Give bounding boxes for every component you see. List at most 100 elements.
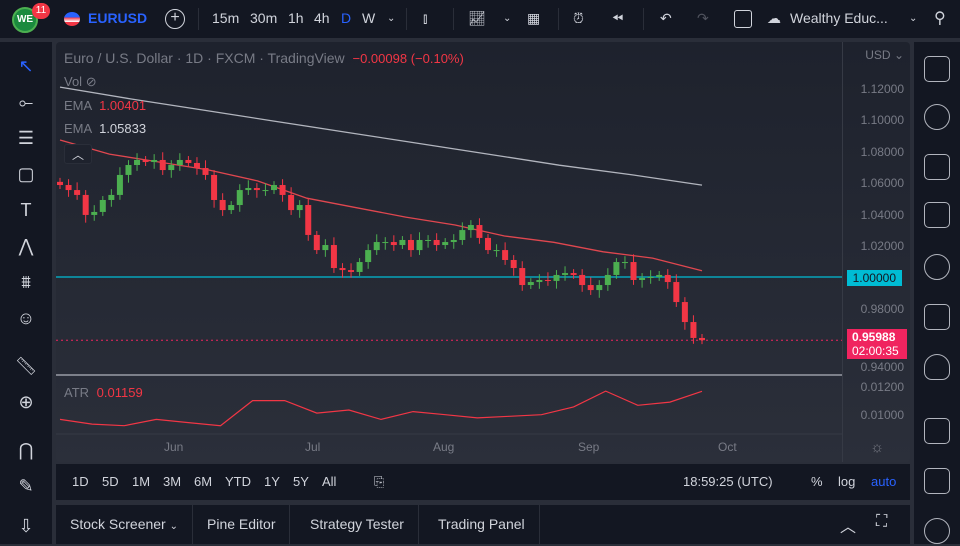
trend-line-icon[interactable]: ⟜ — [18, 92, 34, 112]
candle-body[interactable] — [450, 239, 457, 243]
shapes-icon[interactable]: ▢ — [17, 164, 35, 184]
candle-body[interactable] — [142, 159, 149, 163]
candle-body[interactable] — [288, 194, 295, 211]
candle-body[interactable] — [433, 239, 440, 246]
candle-body[interactable] — [647, 277, 654, 278]
ema-fast-line[interactable] — [59, 139, 703, 272]
candle-body[interactable] — [74, 190, 81, 195]
candle-body[interactable] — [219, 199, 226, 211]
candle-body[interactable] — [193, 162, 200, 169]
candle-body[interactable] — [65, 185, 72, 191]
interval-30m[interactable]: 30m — [250, 10, 278, 26]
range-5y[interactable]: 5Y — [293, 474, 309, 489]
replay-icon[interactable]: ⏪︎ — [612, 10, 624, 26]
candle-body[interactable] — [476, 225, 483, 238]
layouts-icon[interactable]: ▦ — [527, 10, 541, 26]
percent-toggle[interactable]: % — [811, 474, 823, 489]
candle-body[interactable] — [502, 250, 509, 260]
candle-body[interactable] — [151, 159, 158, 163]
candle-body[interactable] — [99, 199, 106, 212]
candle-body[interactable] — [604, 274, 611, 286]
hide-drawings-icon[interactable]: ⇩ — [18, 516, 34, 536]
candle-body[interactable] — [416, 239, 423, 251]
pattern-icon[interactable]: ⋀ — [18, 236, 34, 256]
candle-body[interactable] — [467, 225, 474, 231]
candle-body[interactable] — [621, 262, 628, 264]
ema-slow-line[interactable] — [59, 86, 703, 186]
candle-body[interactable] — [253, 188, 260, 191]
candle-body[interactable] — [271, 185, 277, 191]
candle-body[interactable] — [245, 188, 252, 191]
goto-date-icon[interactable]: ⎘ — [374, 474, 385, 489]
candle-body[interactable] — [348, 270, 355, 272]
indicators-icon[interactable]: 📈︎ — [468, 10, 486, 26]
search-icon[interactable]: ⚲ — [934, 10, 946, 27]
candle-body[interactable] — [399, 239, 406, 246]
layout-dropdown-icon[interactable]: ⌄ — [909, 13, 918, 24]
candle-body[interactable] — [519, 268, 526, 286]
tab-strategy-tester[interactable]: Strategy Tester — [296, 505, 419, 544]
candle-body[interactable] — [373, 242, 380, 251]
fullscreen-icon[interactable] — [734, 10, 752, 28]
candle-body[interactable] — [296, 205, 303, 211]
candle-body[interactable] — [536, 279, 543, 283]
candle-body[interactable] — [699, 337, 705, 341]
candle-body[interactable] — [125, 165, 132, 175]
atr-line[interactable] — [59, 390, 703, 427]
lock-drawings-icon[interactable]: ✎ — [18, 476, 34, 496]
candle-body[interactable] — [159, 159, 166, 171]
zoom-in-icon[interactable]: ⊕ — [18, 392, 34, 412]
interval-15m[interactable]: 15m — [212, 10, 240, 26]
candle-body[interactable] — [407, 239, 414, 251]
candle-body[interactable] — [228, 205, 235, 211]
ema-label[interactable]: EMA — [64, 121, 92, 136]
candle-body[interactable] — [82, 194, 89, 215]
range-all[interactable]: All — [322, 474, 337, 489]
hotlist-icon[interactable] — [924, 202, 950, 228]
chat-icon[interactable] — [924, 418, 950, 444]
streams-icon[interactable] — [924, 518, 950, 544]
candle-body[interactable] — [639, 277, 646, 280]
prediction-icon[interactable]: ⩩ — [21, 272, 31, 292]
interval-dropdown-icon[interactable]: ⌄ — [387, 13, 396, 24]
text-icon[interactable]: T — [20, 200, 32, 220]
candle-body[interactable] — [656, 274, 663, 277]
compare-add-icon[interactable]: + — [165, 9, 185, 29]
range-1y[interactable]: 1Y — [264, 474, 280, 489]
candle-body[interactable] — [493, 250, 500, 252]
candle-body[interactable] — [681, 302, 688, 323]
horizontal-lines-icon[interactable]: ☰ — [17, 128, 35, 148]
candle-body[interactable] — [570, 273, 577, 275]
chart-pane[interactable]: USD ⌄ 1.12000 1.10000 1.08000 1.06000 1.… — [56, 42, 910, 462]
fire-icon[interactable] — [924, 254, 950, 280]
candle-body[interactable] — [176, 159, 183, 166]
ema-label[interactable]: EMA — [64, 98, 92, 113]
candle-body[interactable] — [459, 230, 466, 240]
emoji-icon[interactable]: ☺ — [16, 308, 36, 328]
collapse-legend-button[interactable]: ︿ — [64, 144, 92, 164]
candle-body[interactable] — [365, 250, 372, 263]
candle-body[interactable] — [579, 274, 586, 286]
candle-body[interactable] — [108, 194, 115, 200]
range-1m[interactable]: 1M — [132, 474, 151, 489]
candle-body[interactable] — [664, 274, 671, 283]
maximize-icon[interactable]: ⛶ — [876, 513, 888, 530]
candle-body[interactable] — [305, 205, 312, 235]
candle-body[interactable] — [553, 274, 560, 281]
range-6m[interactable]: 6M — [194, 474, 213, 489]
auto-toggle[interactable]: auto — [871, 474, 897, 489]
range-3m[interactable]: 3M — [163, 474, 182, 489]
candle-body[interactable] — [544, 279, 551, 281]
interval-w[interactable]: W — [362, 10, 376, 26]
candle-body[interactable] — [330, 245, 337, 269]
candle-body[interactable] — [596, 285, 603, 291]
candle-body[interactable] — [91, 211, 98, 215]
candle-body[interactable] — [630, 262, 637, 280]
price-axis[interactable]: USD ⌄ 1.12000 1.10000 1.08000 1.06000 1.… — [842, 42, 910, 462]
candle-body[interactable] — [690, 322, 697, 338]
candle-body[interactable] — [356, 262, 363, 272]
hidden-eye-icon[interactable]: ⊘ — [85, 74, 97, 89]
candle-body[interactable] — [562, 273, 569, 275]
candle-body[interactable] — [510, 259, 517, 269]
candle-body[interactable] — [262, 190, 269, 192]
